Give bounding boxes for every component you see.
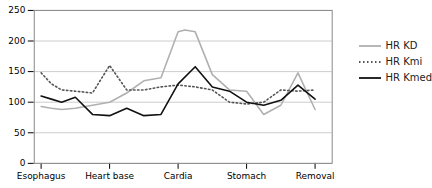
svg-text:250: 250 bbox=[8, 5, 25, 15]
svg-text:50: 50 bbox=[14, 128, 26, 138]
svg-text:Removal: Removal bbox=[296, 171, 335, 181]
html-text:HR Kmi: HR Kmi bbox=[385, 56, 423, 67]
svg-text:150: 150 bbox=[8, 66, 25, 76]
svg-text:Cardia: Cardia bbox=[164, 171, 193, 181]
svg-text:Esophagus: Esophagus bbox=[17, 171, 66, 181]
svg-text:0: 0 bbox=[20, 158, 26, 168]
html-text:HR Kmed: HR Kmed bbox=[385, 72, 432, 83]
html-text:HR KD: HR KD bbox=[385, 40, 418, 51]
svg-text:200: 200 bbox=[8, 36, 25, 46]
svg-text:100: 100 bbox=[8, 97, 25, 107]
svg-text:Stomach: Stomach bbox=[227, 171, 266, 181]
svg-text:Heart base: Heart base bbox=[85, 171, 134, 181]
